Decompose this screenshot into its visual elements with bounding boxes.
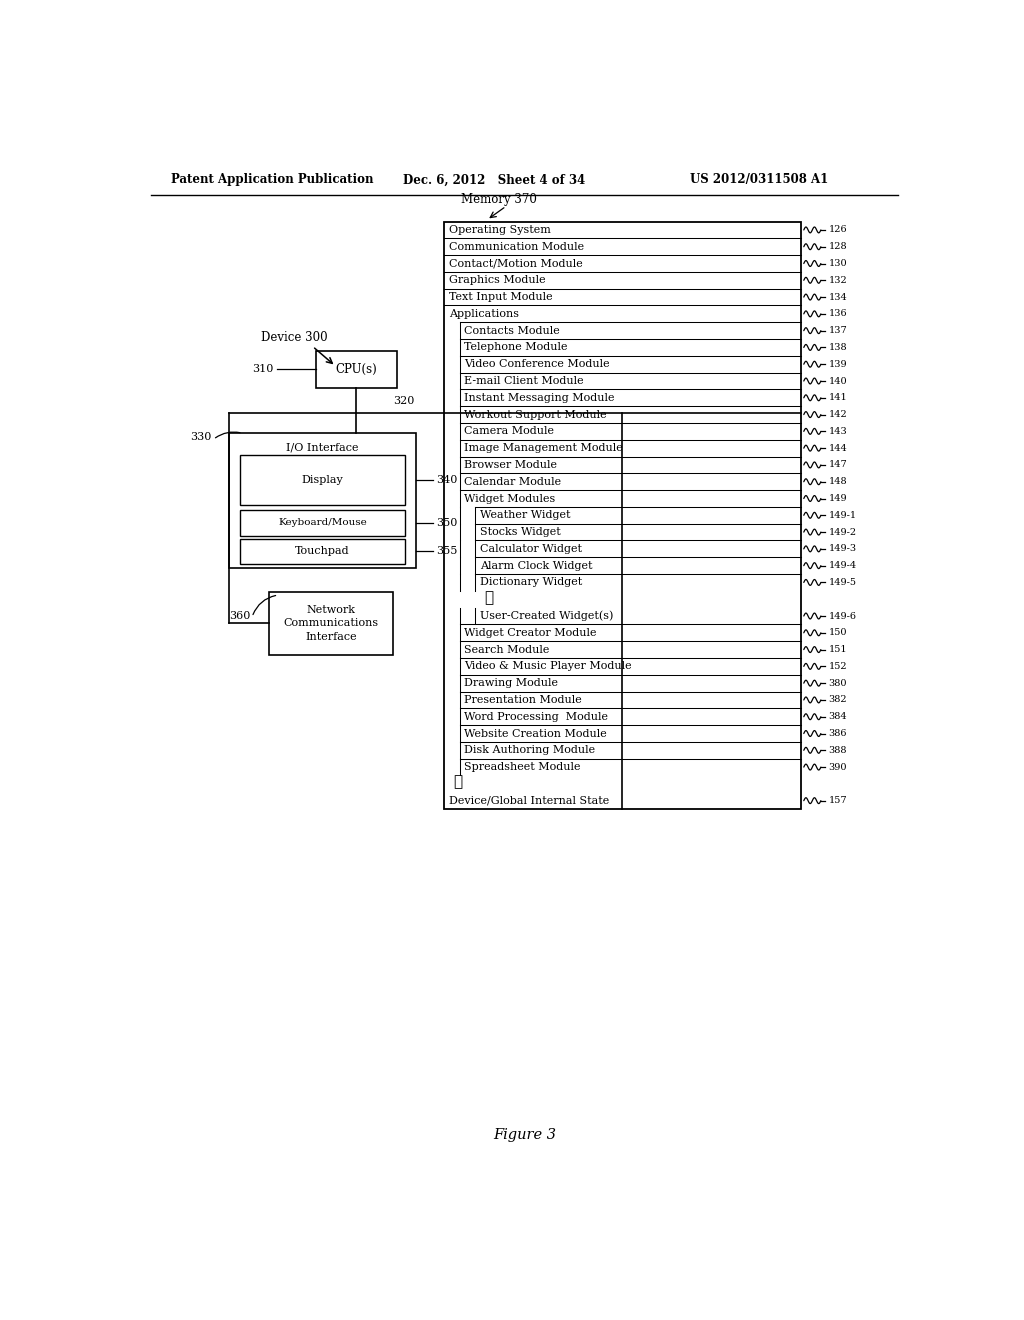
- Text: 137: 137: [828, 326, 847, 335]
- Text: 157: 157: [828, 796, 847, 805]
- Text: I/O Interface: I/O Interface: [287, 444, 358, 453]
- Text: 142: 142: [828, 411, 847, 418]
- Text: 149-6: 149-6: [828, 611, 857, 620]
- Text: Calendar Module: Calendar Module: [464, 477, 561, 487]
- Text: 384: 384: [828, 713, 847, 721]
- Text: Telephone Module: Telephone Module: [464, 342, 568, 352]
- Text: Presentation Module: Presentation Module: [464, 694, 582, 705]
- Text: Communications: Communications: [284, 619, 379, 628]
- Text: 143: 143: [828, 426, 847, 436]
- Text: 150: 150: [828, 628, 847, 638]
- Text: Search Module: Search Module: [464, 644, 550, 655]
- Text: US 2012/0311508 A1: US 2012/0311508 A1: [690, 173, 828, 186]
- Bar: [240, 455, 406, 506]
- Text: 149-4: 149-4: [828, 561, 857, 570]
- Text: Dictionary Widget: Dictionary Widget: [480, 577, 582, 587]
- Text: Camera Module: Camera Module: [464, 426, 554, 437]
- Text: 140: 140: [828, 376, 847, 385]
- Text: Dec. 6, 2012   Sheet 4 of 34: Dec. 6, 2012 Sheet 4 of 34: [403, 173, 586, 186]
- Text: 151: 151: [828, 645, 847, 655]
- Bar: [269, 591, 393, 655]
- Text: Disk Authoring Module: Disk Authoring Module: [464, 746, 596, 755]
- Bar: [228, 433, 417, 568]
- Text: Workout Support Module: Workout Support Module: [464, 409, 607, 420]
- Text: Network: Network: [306, 605, 355, 615]
- Text: Memory 370: Memory 370: [461, 194, 538, 206]
- Text: 132: 132: [828, 276, 847, 285]
- Text: Communication Module: Communication Module: [449, 242, 584, 252]
- Text: 382: 382: [828, 696, 847, 705]
- Text: Widget Modules: Widget Modules: [464, 494, 556, 503]
- Text: 149-5: 149-5: [828, 578, 857, 587]
- Text: 138: 138: [828, 343, 847, 352]
- Text: Browser Module: Browser Module: [464, 459, 557, 470]
- Text: E-mail Client Module: E-mail Client Module: [464, 376, 584, 385]
- Text: CPU(s): CPU(s): [336, 363, 377, 376]
- Text: Contact/Motion Module: Contact/Motion Module: [449, 259, 583, 268]
- Text: 149-2: 149-2: [828, 528, 857, 537]
- Text: Widget Creator Module: Widget Creator Module: [464, 628, 597, 638]
- Text: Graphics Module: Graphics Module: [449, 276, 546, 285]
- Text: Patent Application Publication: Patent Application Publication: [171, 173, 373, 186]
- Text: 320: 320: [393, 396, 415, 405]
- Text: 139: 139: [828, 360, 847, 368]
- Text: 360: 360: [229, 611, 251, 620]
- Text: 350: 350: [435, 517, 457, 528]
- Bar: [240, 511, 406, 536]
- Text: Display: Display: [302, 475, 343, 484]
- Text: Spreadsheet Module: Spreadsheet Module: [464, 762, 581, 772]
- Text: 149-1: 149-1: [828, 511, 857, 520]
- Text: 388: 388: [828, 746, 847, 755]
- Text: Figure 3: Figure 3: [494, 1127, 556, 1142]
- Text: ⋮: ⋮: [484, 590, 494, 605]
- Text: Text Input Module: Text Input Module: [449, 292, 553, 302]
- Bar: [444, 222, 801, 809]
- Text: 134: 134: [828, 293, 847, 301]
- Text: Stocks Widget: Stocks Widget: [480, 527, 560, 537]
- Bar: [315, 351, 397, 388]
- Text: 152: 152: [828, 661, 847, 671]
- Bar: [240, 539, 406, 564]
- Text: 390: 390: [828, 763, 847, 772]
- Text: Image Management Module: Image Management Module: [464, 444, 623, 453]
- Text: User-Created Widget(s): User-Created Widget(s): [480, 611, 613, 622]
- Text: 128: 128: [828, 242, 847, 251]
- Text: Keyboard/Mouse: Keyboard/Mouse: [279, 519, 367, 528]
- Text: Drawing Module: Drawing Module: [464, 678, 558, 688]
- Text: 147: 147: [828, 461, 847, 470]
- Text: 148: 148: [828, 478, 847, 486]
- Text: 130: 130: [828, 259, 847, 268]
- Text: 126: 126: [828, 226, 847, 235]
- Text: Interface: Interface: [305, 632, 356, 643]
- Text: Video Conference Module: Video Conference Module: [464, 359, 610, 370]
- Text: 144: 144: [828, 444, 847, 453]
- Text: Instant Messaging Module: Instant Messaging Module: [464, 393, 614, 403]
- Text: Alarm Clock Widget: Alarm Clock Widget: [480, 561, 592, 570]
- Text: 380: 380: [828, 678, 847, 688]
- Text: Touchpad: Touchpad: [295, 546, 350, 557]
- Text: Video & Music Player Module: Video & Music Player Module: [464, 661, 632, 672]
- Text: Website Creation Module: Website Creation Module: [464, 729, 607, 738]
- Text: ⋮: ⋮: [454, 775, 463, 789]
- Text: Device 300: Device 300: [261, 330, 328, 343]
- Text: Weather Widget: Weather Widget: [480, 511, 570, 520]
- Text: 141: 141: [828, 393, 847, 403]
- Text: 330: 330: [190, 432, 212, 442]
- Text: Word Processing  Module: Word Processing Module: [464, 711, 608, 722]
- Text: Operating System: Operating System: [449, 224, 551, 235]
- Text: Calculator Widget: Calculator Widget: [480, 544, 582, 554]
- Text: 149: 149: [828, 494, 847, 503]
- Text: 355: 355: [435, 546, 457, 557]
- Text: Contacts Module: Contacts Module: [464, 326, 560, 335]
- Text: Device/Global Internal State: Device/Global Internal State: [449, 796, 609, 805]
- Text: 149-3: 149-3: [828, 544, 857, 553]
- Text: 386: 386: [828, 729, 847, 738]
- Text: 340: 340: [435, 475, 457, 484]
- Text: 310: 310: [252, 364, 273, 375]
- Text: 136: 136: [828, 309, 847, 318]
- Text: Applications: Applications: [449, 309, 519, 319]
